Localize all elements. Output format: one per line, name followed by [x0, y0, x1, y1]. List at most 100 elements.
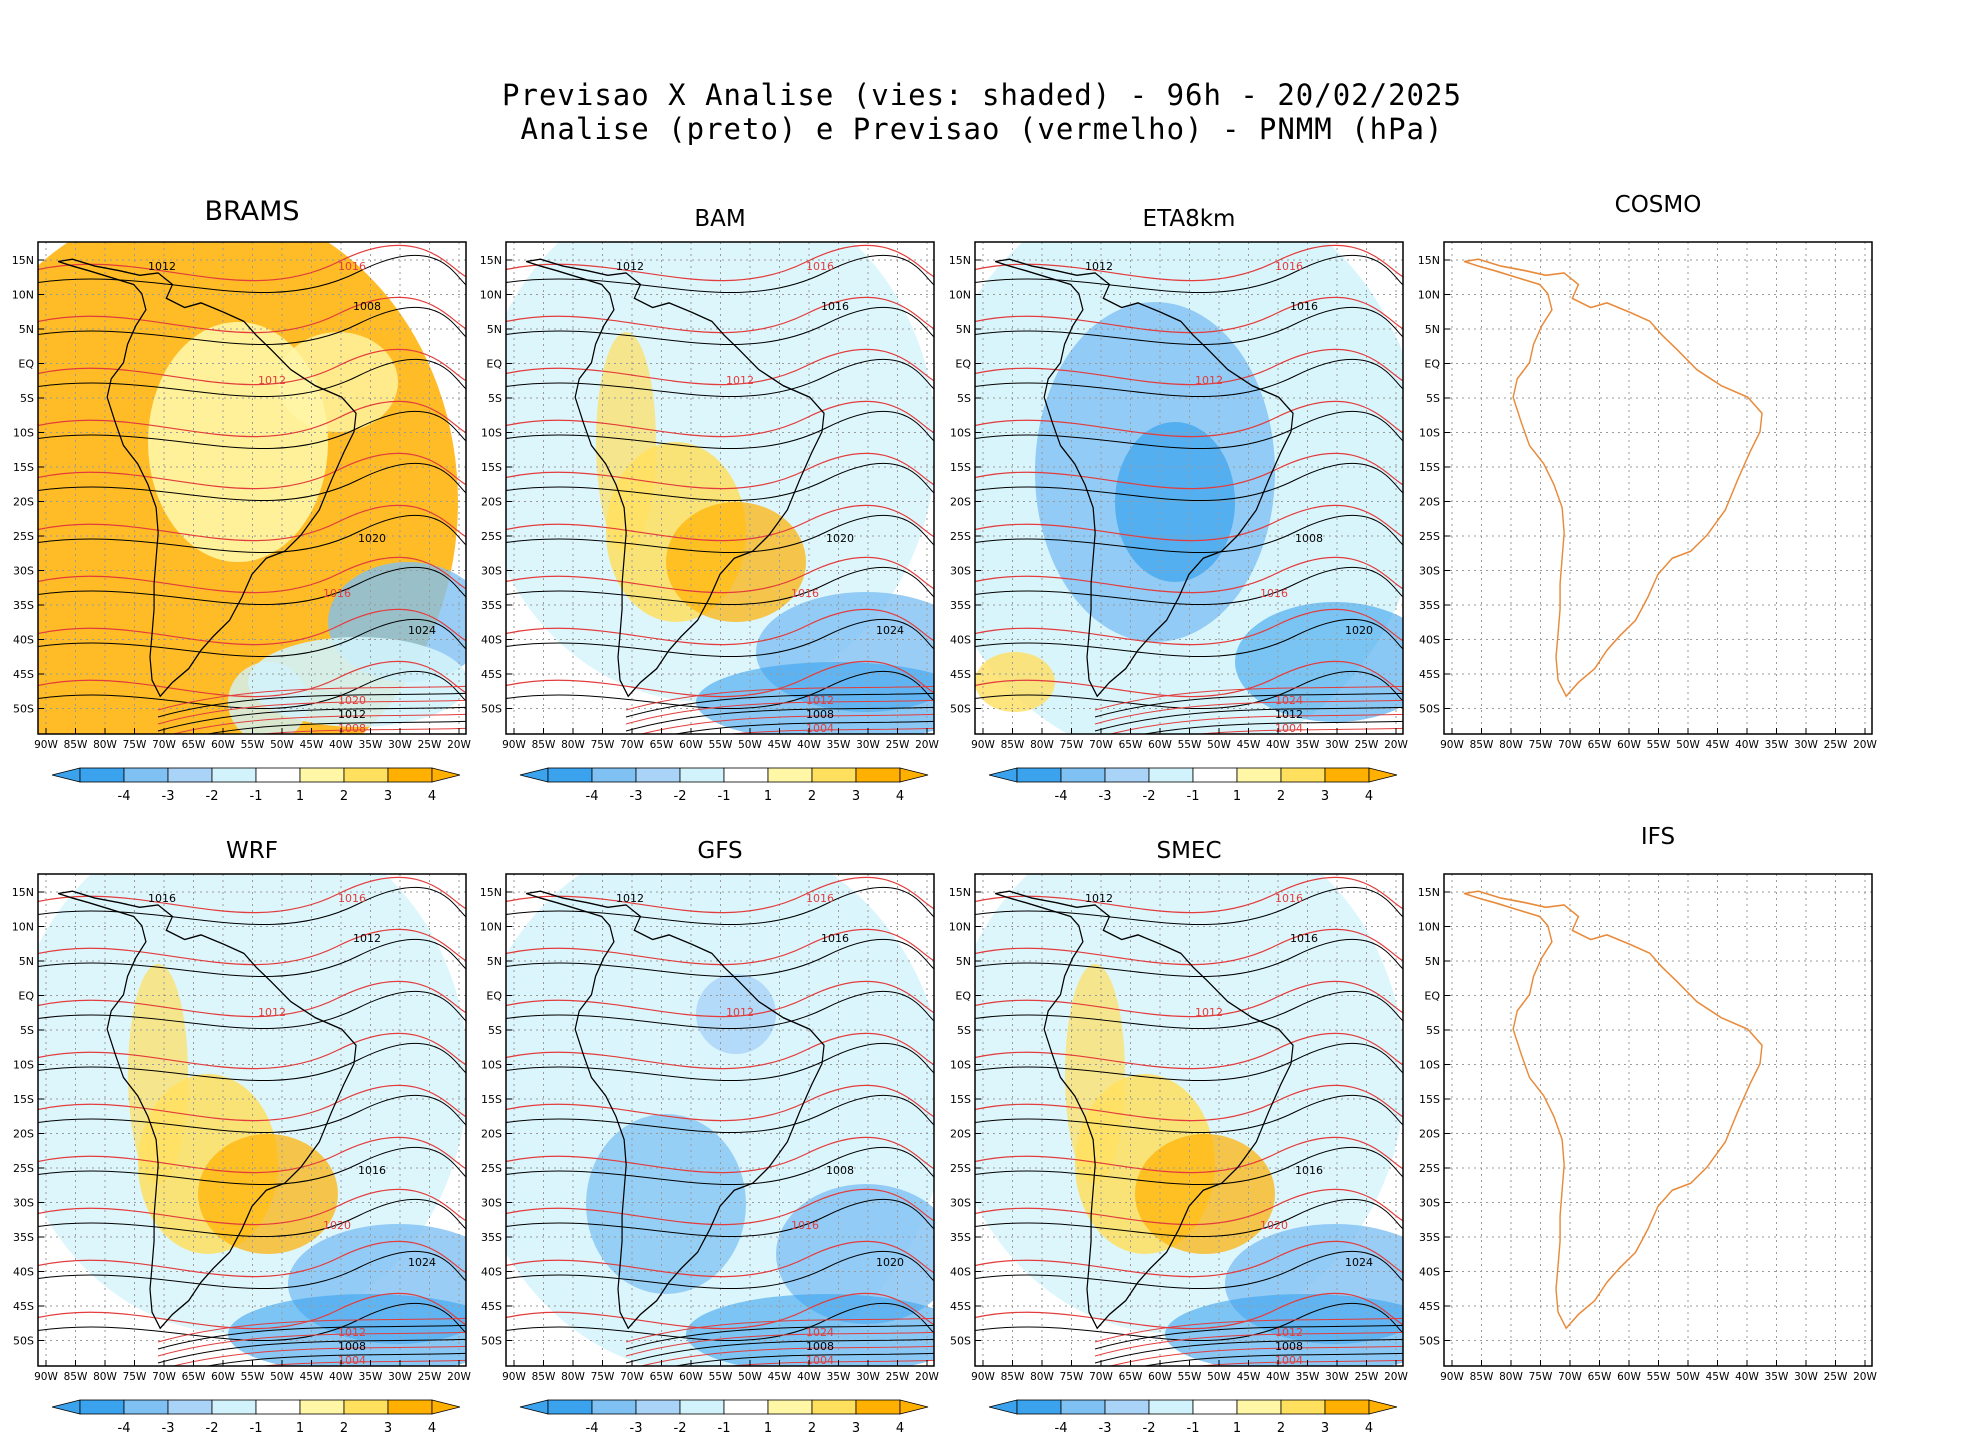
- lat-label: 30S: [481, 1197, 502, 1210]
- lat-label: 25S: [481, 1162, 502, 1175]
- map-bam: 1012 101610161012102010161024101210081004…: [480, 241, 939, 804]
- lat-label: 50S: [481, 703, 502, 716]
- lon-label: 85W: [1001, 1371, 1025, 1383]
- colorbar-label: -4: [118, 789, 131, 804]
- lat-label: 50S: [481, 1335, 502, 1348]
- isobar-label: 1012: [338, 1326, 366, 1339]
- lat-label: 5S: [1426, 1024, 1440, 1037]
- lon-label: 50W: [738, 1371, 762, 1383]
- isobar-label: 1016: [806, 260, 834, 273]
- lon-label: 85W: [64, 1371, 88, 1383]
- lon-label: 80W: [1499, 1371, 1523, 1383]
- colorbar-label: 3: [852, 789, 860, 804]
- colorbar-label: 4: [896, 789, 904, 804]
- lat-label: 35S: [13, 599, 34, 612]
- lat-label: 5N: [487, 323, 502, 336]
- map-smec: 1012 101610161012101610201024101210081004…: [949, 873, 1408, 1436]
- colorbar-label: 3: [1321, 1421, 1329, 1436]
- lon-label: 65W: [182, 739, 206, 751]
- lon-label: 85W: [532, 739, 556, 751]
- lon-label: 70W: [152, 739, 176, 751]
- lon-label: 60W: [1617, 739, 1641, 751]
- bias-shade: [696, 974, 776, 1054]
- lon-label: 75W: [123, 1371, 147, 1383]
- isobar-label: 1024: [876, 624, 904, 637]
- lon-label: 35W: [359, 739, 383, 751]
- colorbar-label: 2: [1277, 789, 1285, 804]
- isobar-label: 1016: [338, 892, 366, 905]
- lat-label: 15N: [480, 254, 502, 267]
- lon-label: 30W: [388, 739, 412, 751]
- lon-label: 75W: [123, 739, 147, 751]
- lat-label: 50S: [950, 1335, 971, 1348]
- lon-label: 55W: [709, 739, 733, 751]
- map-ifs: 15N 10N 5N EQ 5S 10S 15S 20S 25S 30S 35S 40S 45S 50S 9…: [1418, 873, 1877, 1383]
- lat-label: 10S: [950, 427, 971, 440]
- lon-label: 80W: [93, 739, 117, 751]
- lat-label: 45S: [13, 668, 34, 681]
- map-gfs: 1012 101610161012100810161020102410081004…: [480, 873, 939, 1436]
- isobar-label: 1008: [1295, 532, 1323, 545]
- lat-label: 5S: [20, 392, 34, 405]
- isobar-label: 1024: [806, 1326, 834, 1339]
- panel-ifs: IFS 15N 10N 5N EQ 5S 10S 15S 20S 25S 30S 35S 40S 45S 5…: [1418, 792, 1914, 1422]
- lat-label: 45S: [950, 668, 971, 681]
- isobar-label: 1012: [1275, 1326, 1303, 1339]
- isobar-label: 1012: [148, 260, 176, 273]
- lon-label: 80W: [561, 739, 585, 751]
- lon-label: 25W: [1824, 1371, 1848, 1383]
- colorbar-label: -3: [1099, 789, 1112, 804]
- colorbar-label: -1: [250, 789, 263, 804]
- panel-cosmo: COSMO 15N 10N 5N EQ 5S 10S 15S 20S 25S 30S 35S 40S 45…: [1418, 160, 1914, 790]
- colorbar-label: 3: [852, 1421, 860, 1436]
- lat-label: 40S: [13, 1266, 34, 1279]
- lon-label: 85W: [1470, 739, 1494, 751]
- lon-label: 45W: [300, 739, 324, 751]
- lat-label: EQ: [1424, 990, 1440, 1003]
- colorbar-label: 4: [428, 789, 436, 804]
- isobar-label: 1016: [148, 892, 176, 905]
- colorbar: -4 -3 -2 -1 1 2 3 4: [988, 767, 1398, 804]
- colorbar-label: -4: [1055, 1421, 1068, 1436]
- lon-label: 75W: [1529, 1371, 1553, 1383]
- isobar-label: 1016: [1295, 1164, 1323, 1177]
- isobar-label: 1020: [1260, 1219, 1288, 1232]
- lat-label: 35S: [481, 599, 502, 612]
- isobar-label: 1008: [338, 722, 366, 735]
- lon-label: 50W: [1207, 1371, 1231, 1383]
- bias-shade: [686, 1294, 934, 1366]
- lat-label: 10S: [481, 427, 502, 440]
- lon-label: 90W: [502, 1371, 526, 1383]
- isobar-label: 1016: [323, 587, 351, 600]
- lon-label: 25W: [418, 1371, 442, 1383]
- lon-label: 25W: [886, 739, 910, 751]
- colorbar-label: 1: [764, 1421, 772, 1436]
- lat-label: 25S: [481, 530, 502, 543]
- colorbar-label: 3: [384, 1421, 392, 1436]
- isobar-label: 1004: [806, 1354, 834, 1367]
- lat-label: 10N: [1418, 921, 1440, 934]
- lon-label: 90W: [502, 739, 526, 751]
- lon-label: 60W: [1148, 739, 1172, 751]
- isobar-label: 1004: [806, 722, 834, 735]
- isobar-label: 1012: [258, 374, 286, 387]
- lat-label: 10S: [950, 1059, 971, 1072]
- lon-label: 40W: [329, 739, 353, 751]
- lat-label: 45S: [1419, 668, 1440, 681]
- lon-label: 30W: [856, 1371, 880, 1383]
- lon-label: 30W: [1325, 1371, 1349, 1383]
- lat-label: 50S: [13, 703, 34, 716]
- lon-label: 25W: [418, 739, 442, 751]
- lat-label: 40S: [1419, 634, 1440, 647]
- lat-label: EQ: [486, 990, 502, 1003]
- lat-label: 50S: [13, 1335, 34, 1348]
- colorbar: -4 -3 -2 -1 1 2 3 4: [519, 767, 929, 804]
- colorbar-label: 4: [1365, 789, 1373, 804]
- isobar-label: 1024: [1345, 1256, 1373, 1269]
- lon-label: 60W: [679, 1371, 703, 1383]
- lon-label: 40W: [797, 1371, 821, 1383]
- lon-label: 55W: [241, 739, 265, 751]
- lon-label: 60W: [1617, 1371, 1641, 1383]
- isobar-label: 1016: [338, 260, 366, 273]
- lat-label: 5N: [19, 955, 34, 968]
